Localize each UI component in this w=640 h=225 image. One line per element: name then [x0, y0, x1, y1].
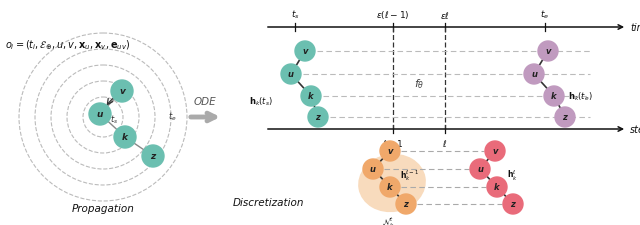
Text: z: z	[316, 113, 321, 122]
Text: Propagation: Propagation	[72, 203, 134, 213]
Text: v: v	[387, 147, 393, 156]
Text: $o_i = (t_i, \mathcal{E}_{\oplus}, u, v, \mathbf{x}_u, \mathbf{x}_v, \mathbf{e}_: $o_i = (t_i, \mathcal{E}_{\oplus}, u, v,…	[5, 38, 131, 51]
Text: time: time	[630, 23, 640, 33]
Text: u: u	[288, 70, 294, 79]
Text: k: k	[551, 92, 557, 101]
Text: $\mathbf{h}_k(t_e)$: $\mathbf{h}_k(t_e)$	[568, 90, 593, 103]
Text: $t_s$: $t_s$	[291, 9, 300, 21]
Text: $\epsilon(\ell-1)$: $\epsilon(\ell-1)$	[376, 9, 410, 21]
Text: ODE: ODE	[194, 97, 216, 106]
Text: k: k	[494, 183, 500, 192]
Text: v: v	[545, 47, 551, 56]
Ellipse shape	[358, 154, 426, 212]
Text: z: z	[563, 113, 568, 122]
Circle shape	[503, 194, 523, 214]
Text: v: v	[302, 47, 308, 56]
Text: z: z	[150, 152, 156, 161]
Circle shape	[111, 81, 133, 103]
Circle shape	[380, 177, 400, 197]
Text: Discretization: Discretization	[233, 197, 305, 207]
Circle shape	[295, 42, 315, 62]
Circle shape	[555, 108, 575, 127]
Circle shape	[308, 108, 328, 127]
Circle shape	[485, 141, 505, 161]
Text: z: z	[511, 200, 515, 209]
Text: u: u	[531, 70, 537, 79]
Text: k: k	[308, 92, 314, 101]
Text: k: k	[387, 183, 393, 192]
Text: $f_\theta$: $f_\theta$	[413, 77, 424, 90]
Circle shape	[470, 159, 490, 179]
Text: $t_e$: $t_e$	[540, 9, 550, 21]
Circle shape	[487, 177, 507, 197]
Text: v: v	[119, 87, 125, 96]
Circle shape	[114, 126, 136, 148]
Circle shape	[301, 87, 321, 106]
Circle shape	[142, 145, 164, 167]
Circle shape	[363, 159, 383, 179]
Circle shape	[281, 65, 301, 85]
Circle shape	[524, 65, 544, 85]
Text: z: z	[404, 200, 408, 209]
Circle shape	[544, 87, 564, 106]
Text: steps: steps	[630, 124, 640, 134]
Text: $\mathbf{h}_k^{\ell-1}$: $\mathbf{h}_k^{\ell-1}$	[400, 167, 419, 182]
Circle shape	[538, 42, 558, 62]
Circle shape	[396, 194, 416, 214]
Text: v: v	[492, 147, 498, 156]
Text: k: k	[122, 133, 128, 142]
Text: $t_s$: $t_s$	[110, 113, 118, 126]
Circle shape	[380, 141, 400, 161]
Text: $\mathbf{h}_k^{\ell}$: $\mathbf{h}_k^{\ell}$	[507, 168, 518, 182]
Text: $\ell-1$: $\ell-1$	[382, 137, 404, 148]
Text: u: u	[97, 110, 103, 119]
Text: u: u	[370, 165, 376, 174]
Text: $\epsilon\ell$: $\epsilon\ell$	[440, 10, 450, 21]
Text: $\mathbf{h}_k(t_s)$: $\mathbf{h}_k(t_s)$	[249, 95, 273, 108]
Text: $t_e$: $t_e$	[168, 110, 177, 123]
Text: $\ell$: $\ell$	[442, 137, 447, 148]
Circle shape	[89, 104, 111, 126]
Text: $\mathcal{N}_k^t$: $\mathcal{N}_k^t$	[381, 214, 394, 225]
Text: u: u	[477, 165, 483, 174]
